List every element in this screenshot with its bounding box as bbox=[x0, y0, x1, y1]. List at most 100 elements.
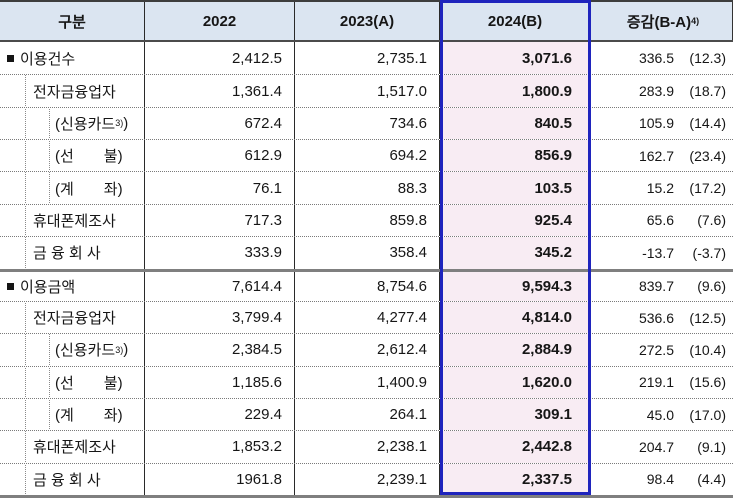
cell-2022: 3,799.4 bbox=[145, 301, 295, 334]
tree-indent-line-2 bbox=[49, 334, 50, 366]
cell-2023(A): 1,400.9 bbox=[295, 366, 440, 398]
cell-2024(B): 4,814.0 bbox=[440, 301, 591, 334]
change-value: 272.5 bbox=[638, 341, 674, 358]
row-label: 휴대폰제조사 bbox=[33, 436, 116, 457]
row-label: (계 좌) bbox=[55, 404, 123, 425]
row-label-text: 휴대폰제조사 bbox=[33, 212, 116, 230]
row-label-text: 이용금액 bbox=[20, 278, 76, 296]
row-label: 금 융 회 사 bbox=[33, 242, 101, 263]
cell-2024(B): 9,594.3 bbox=[440, 271, 591, 301]
row-label: (선 불) bbox=[55, 372, 123, 393]
change-percent: (-3.7) bbox=[692, 244, 726, 261]
row-label-text: 금 융 회 사 bbox=[33, 245, 101, 263]
row-label: 전자금융업자 bbox=[33, 81, 116, 102]
cell-2023(A): 2,238.1 bbox=[295, 431, 440, 463]
row-label-text: (신용카드 bbox=[55, 342, 116, 360]
cell-change: 536.6 (12.5) bbox=[591, 302, 733, 333]
cell-2022: 76.1 bbox=[145, 172, 295, 204]
change-percent: (4.4) bbox=[697, 471, 726, 488]
tree-indent-line bbox=[25, 398, 26, 431]
change-value: -13.7 bbox=[642, 244, 674, 261]
cell-change: 65.6 (7.6) bbox=[591, 205, 733, 236]
header-cell-2022: 2022 bbox=[145, 2, 295, 40]
cell-change: 336.5 (12.3) bbox=[591, 42, 733, 74]
tree-indent-line bbox=[25, 366, 26, 398]
cell-2024(B): 345.2 bbox=[440, 237, 591, 269]
row-label: 이용건수 bbox=[7, 48, 75, 69]
row-label: (신용카드 3)) bbox=[55, 114, 129, 133]
cell-2024(B): 840.5 bbox=[440, 107, 591, 140]
change-percent: (15.6) bbox=[689, 374, 726, 391]
cell-2022: 1,361.4 bbox=[145, 75, 295, 107]
cell-2023(A): 859.8 bbox=[295, 204, 440, 237]
header-label-2022: 2022 bbox=[202, 12, 237, 30]
tree-indent-line bbox=[25, 140, 26, 172]
change-percent: (10.4) bbox=[689, 341, 726, 358]
tree-indent-line-2 bbox=[49, 366, 50, 398]
change-value: 219.1 bbox=[638, 374, 674, 391]
row-label-cell: 금 융 회 사 bbox=[0, 463, 145, 495]
cell-2022: 1,185.6 bbox=[145, 366, 295, 398]
change-value: 65.6 bbox=[646, 212, 674, 229]
row-label-cell: 전자금융업자 bbox=[0, 75, 145, 107]
change-percent: (17.0) bbox=[689, 406, 726, 423]
row-label-cell: 이용건수 bbox=[0, 42, 145, 75]
cell-2023(A): 1,517.0 bbox=[295, 75, 440, 107]
cell-2022: 1961.8 bbox=[145, 463, 295, 495]
cell-2023(A): 2,735.1 bbox=[295, 42, 440, 75]
table-row: (신용카드 3)) 2,384.5 2,612.4 2,884.9 272.5 (10.4) bbox=[0, 333, 733, 366]
row-label: 휴대폰제조사 bbox=[33, 210, 116, 231]
header-label-change: 증감(B-A) bbox=[626, 13, 692, 31]
cell-change: 283.9 (18.7) bbox=[591, 75, 733, 106]
change-percent: (18.7) bbox=[689, 83, 726, 100]
table-row: 휴대폰제조사 1,853.2 2,238.1 2,442.8 204.7 (9.1) bbox=[0, 430, 733, 463]
cell-2024(B): 2,884.9 bbox=[440, 334, 591, 366]
table-row: 전자금융업자 1,361.4 1,517.0 1,800.9 283.9 (18.7) bbox=[0, 74, 733, 107]
row-label-text: (계 좌) bbox=[55, 180, 123, 198]
row-label: 전자금융업자 bbox=[33, 307, 116, 328]
row-label-cell: 이용금액 bbox=[0, 271, 145, 301]
cell-change: 15.2 (17.2) bbox=[591, 172, 733, 203]
row-label-suffix: ) bbox=[123, 114, 129, 132]
cell-2024(B): 1,800.9 bbox=[440, 75, 591, 107]
cell-2023(A): 8,754.6 bbox=[295, 271, 440, 301]
tree-indent-line bbox=[25, 431, 26, 463]
table-row: (신용카드 3)) 672.4 734.6 840.5 105.9 (14.4) bbox=[0, 106, 733, 140]
row-label-text: (선 불) bbox=[55, 148, 123, 166]
change-value: 105.9 bbox=[638, 115, 674, 132]
header-cell-change: 증감(B-A) 4) bbox=[591, 2, 733, 40]
row-label-cell: (선 불) bbox=[0, 366, 145, 398]
cell-2023(A): 264.1 bbox=[295, 398, 440, 431]
tree-indent-line-2 bbox=[49, 172, 50, 204]
change-value: 204.7 bbox=[638, 438, 674, 455]
cell-2024(B): 3,071.6 bbox=[440, 42, 591, 75]
cell-2022: 2,412.5 bbox=[145, 42, 295, 75]
change-value: 162.7 bbox=[638, 147, 674, 164]
cell-change: 204.7 (9.1) bbox=[591, 431, 733, 462]
header-label-2024: 2024(B) bbox=[487, 12, 543, 30]
row-label: 이용금액 bbox=[7, 276, 75, 297]
section-bullet-icon bbox=[7, 54, 14, 62]
table-row: (계 좌) 229.4 264.1 309.1 45.0 (17.0) bbox=[0, 397, 733, 431]
tree-indent-line bbox=[25, 237, 26, 269]
header-cell-2024-highlighted: 2024(B) bbox=[440, 2, 591, 40]
table-row: 금 융 회 사 1961.8 2,239.1 2,337.5 98.4 (4.4) bbox=[0, 462, 733, 495]
cell-2022: 229.4 bbox=[145, 398, 295, 431]
cell-change: 105.9 (14.4) bbox=[591, 108, 733, 139]
cell-2024(B): 2,337.5 bbox=[440, 463, 591, 495]
cell-2023(A): 4,277.4 bbox=[295, 301, 440, 334]
tree-indent-line bbox=[25, 107, 26, 140]
change-value: 839.7 bbox=[638, 278, 674, 295]
row-label-text: 전자금융업자 bbox=[33, 310, 116, 328]
tree-indent-line bbox=[25, 172, 26, 204]
cell-2022: 333.9 bbox=[145, 237, 295, 269]
change-value: 336.5 bbox=[638, 50, 674, 67]
cell-2022: 612.9 bbox=[145, 140, 295, 172]
tree-indent-line bbox=[25, 75, 26, 107]
tree-indent-line-2 bbox=[49, 140, 50, 172]
row-label-cell: (선 불) bbox=[0, 140, 145, 172]
row-label: (선 불) bbox=[55, 145, 123, 166]
header-cell-category: 구분 bbox=[0, 2, 145, 40]
change-value: 45.0 bbox=[646, 406, 674, 423]
change-percent: (12.3) bbox=[689, 50, 726, 67]
